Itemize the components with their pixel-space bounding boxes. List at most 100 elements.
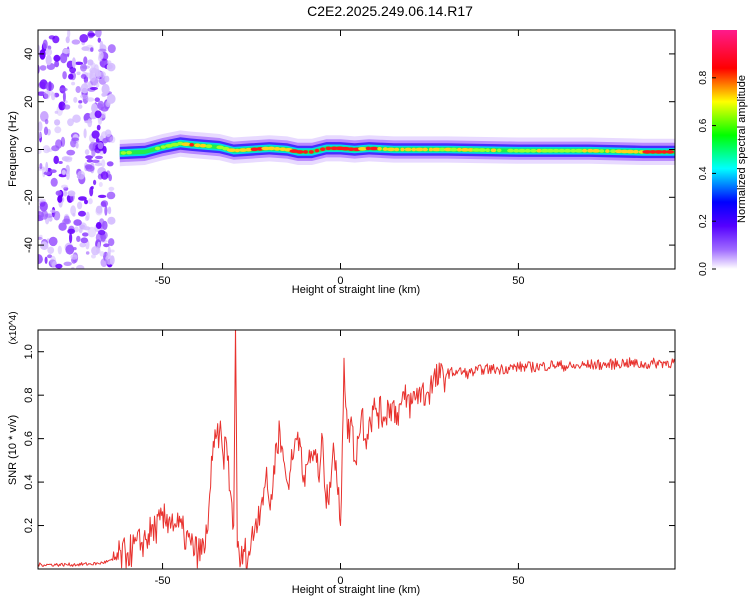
hot-spot [546, 148, 555, 153]
noise-blob [71, 81, 76, 86]
noise-blob [71, 39, 81, 45]
noise-blob [97, 37, 102, 43]
noise-blob [72, 114, 81, 123]
noise-blob [78, 196, 87, 201]
noise-blob [98, 51, 104, 60]
snr-frame [37, 329, 676, 570]
noise-blob [91, 159, 100, 163]
noise-blob [55, 263, 63, 269]
noise-blob [40, 111, 49, 122]
noise-blob [47, 254, 53, 259]
noise-blob [58, 222, 67, 231]
hot-spot [382, 147, 388, 151]
noise-blob [54, 60, 60, 68]
noise-blob [106, 93, 116, 104]
hot-spot [563, 148, 572, 153]
colorbar-tick-label: 0.8 [698, 70, 709, 84]
hot-spot [558, 148, 566, 153]
hot-spot [449, 147, 458, 152]
noise-blob [108, 174, 112, 182]
noise-blob [38, 44, 41, 54]
hot-spot [394, 147, 400, 152]
noise-blob [38, 217, 44, 222]
noise-blob [69, 66, 76, 74]
hot-spot [530, 148, 537, 153]
hot-spot [340, 146, 351, 151]
noise-blob [104, 75, 110, 83]
noise-blob [91, 254, 96, 259]
noise-blob [45, 161, 49, 173]
noise-blob [108, 186, 115, 191]
hot-spot [199, 143, 207, 148]
hot-spot [273, 147, 281, 151]
noise-blob [84, 215, 89, 222]
noise-blob [83, 128, 87, 139]
noise-blob [94, 97, 101, 102]
hot-spot [599, 149, 605, 153]
noise-blob [73, 96, 78, 103]
noise-blob [65, 244, 75, 255]
y-tick-label: -40 [23, 237, 35, 253]
hot-spot [665, 150, 675, 154]
hot-spot [490, 148, 497, 153]
noise-blob [95, 222, 102, 229]
hot-spot [610, 149, 617, 153]
noise-blob [65, 169, 70, 180]
noise-blob [103, 243, 110, 248]
noise-blob [44, 256, 48, 264]
noise-blob [90, 62, 96, 69]
spectrogram-ylabel: Frequency (Hz) [7, 111, 19, 187]
hot-spot [154, 146, 161, 151]
colorbar-tick-label: 0.2 [698, 214, 709, 228]
noise-blob [79, 34, 89, 43]
hot-spot [649, 150, 657, 154]
noise-blob [82, 232, 89, 237]
noise-blob [80, 63, 87, 72]
noise-blob [62, 91, 66, 103]
noise-blob [79, 242, 86, 248]
noise-blob [91, 103, 98, 114]
noise-blob [42, 145, 51, 154]
hot-spot [194, 143, 201, 148]
hot-spot [570, 148, 576, 153]
hot-spot [234, 148, 240, 153]
noise-blob [45, 48, 53, 56]
noise-blob [74, 226, 79, 233]
noise-blob [39, 163, 43, 170]
noise-blob [97, 100, 105, 111]
noise-blob [57, 245, 62, 255]
noise-blob [78, 104, 83, 109]
noise-blob [78, 100, 83, 104]
noise-blob [96, 124, 101, 131]
noise-blob [62, 48, 70, 54]
hot-spot [411, 147, 417, 152]
snr-xlabel: Height of straight line (km) [292, 584, 420, 596]
noise-blob [97, 230, 106, 235]
x-tick-label: 0 [337, 575, 343, 587]
noise-blob [62, 71, 67, 80]
noise-blob [70, 254, 78, 260]
noise-blob [76, 71, 81, 76]
noise-blob [98, 182, 103, 187]
hot-spot [369, 146, 379, 151]
hot-spot [120, 151, 127, 155]
snr-marks [38, 330, 675, 569]
noise-blob [84, 164, 93, 170]
noise-blob [61, 156, 70, 162]
noise-blob [90, 86, 98, 91]
hot-spot [587, 148, 594, 153]
colorbar-label: Normalized spectral amplitude [736, 75, 748, 223]
spectrogram-axes: -50 0 50 -40 -20 0 20 40 [23, 30, 675, 287]
hot-spot [513, 148, 520, 153]
noise-blob [95, 30, 102, 38]
hot-spot [625, 149, 635, 154]
snr-series-line [38, 330, 675, 569]
spectrogram-marks [38, 30, 675, 269]
x-tick-label: 0 [337, 275, 343, 287]
noise-blob [66, 149, 76, 156]
noise-blob [70, 139, 77, 148]
noise-blob [83, 56, 88, 65]
y-tick-label: 20 [23, 96, 35, 108]
hot-spot [386, 147, 396, 152]
noise-blob [55, 190, 62, 196]
